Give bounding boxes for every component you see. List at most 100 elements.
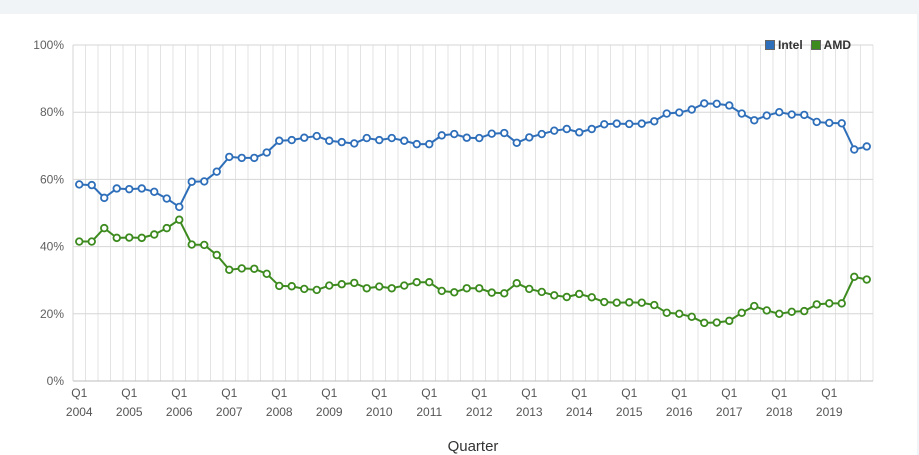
data-point-intel[interactable] — [412, 139, 421, 149]
data-point-amd[interactable] — [775, 309, 784, 318]
legend-item-intel[interactable]: Intel — [765, 38, 803, 52]
data-point-amd[interactable] — [562, 292, 571, 302]
data-point-intel[interactable] — [225, 152, 234, 162]
data-point-amd[interactable] — [100, 223, 109, 233]
data-point-intel[interactable] — [800, 110, 809, 120]
data-point-intel[interactable] — [200, 177, 209, 186]
data-point-intel[interactable] — [137, 184, 146, 193]
data-point-intel[interactable] — [750, 116, 759, 125]
data-point-intel[interactable] — [475, 133, 484, 143]
data-point-intel[interactable] — [425, 139, 434, 149]
data-point-intel[interactable] — [487, 129, 496, 138]
data-point-intel[interactable] — [862, 142, 871, 151]
data-point-intel[interactable] — [712, 99, 721, 108]
data-point-intel[interactable] — [537, 129, 546, 139]
data-point-amd[interactable] — [212, 250, 221, 260]
data-point-intel[interactable] — [587, 124, 596, 134]
data-point-amd[interactable] — [612, 298, 621, 307]
data-point-amd[interactable] — [687, 312, 696, 322]
data-point-amd[interactable] — [750, 301, 759, 311]
data-point-amd[interactable] — [225, 265, 234, 274]
data-point-intel[interactable] — [675, 108, 684, 117]
data-point-intel[interactable] — [687, 105, 696, 114]
data-point-amd[interactable] — [550, 291, 559, 300]
data-point-amd[interactable] — [162, 223, 171, 233]
data-point-intel[interactable] — [700, 99, 709, 108]
data-point-intel[interactable] — [187, 177, 196, 186]
data-point-intel[interactable] — [637, 119, 646, 128]
data-point-intel[interactable] — [87, 180, 96, 190]
data-point-amd[interactable] — [450, 288, 459, 297]
data-point-amd[interactable] — [637, 298, 646, 307]
data-point-amd[interactable] — [850, 272, 859, 282]
data-point-amd[interactable] — [337, 280, 346, 289]
data-point-intel[interactable] — [300, 133, 309, 142]
data-point-amd[interactable] — [475, 284, 484, 293]
data-point-intel[interactable] — [287, 135, 296, 145]
data-point-amd[interactable] — [825, 299, 834, 308]
data-point-intel[interactable] — [625, 119, 634, 129]
data-point-intel[interactable] — [812, 117, 821, 127]
data-point-amd[interactable] — [87, 237, 96, 246]
data-point-intel[interactable] — [762, 111, 771, 120]
data-point-amd[interactable] — [500, 289, 509, 298]
data-point-intel[interactable] — [462, 133, 471, 142]
data-point-amd[interactable] — [512, 279, 521, 288]
data-point-intel[interactable] — [312, 131, 321, 141]
data-point-amd[interactable] — [275, 281, 284, 291]
data-point-amd[interactable] — [575, 289, 584, 299]
data-point-amd[interactable] — [712, 318, 721, 327]
data-point-intel[interactable] — [437, 131, 446, 140]
data-point-intel[interactable] — [337, 137, 346, 147]
data-point-intel[interactable] — [500, 128, 509, 138]
data-point-intel[interactable] — [837, 119, 846, 128]
data-point-amd[interactable] — [812, 300, 821, 309]
data-point-amd[interactable] — [375, 282, 384, 291]
data-point-amd[interactable] — [125, 233, 134, 242]
data-point-intel[interactable] — [575, 128, 584, 137]
data-point-intel[interactable] — [550, 126, 559, 135]
data-point-amd[interactable] — [737, 308, 746, 317]
data-point-intel[interactable] — [400, 136, 409, 145]
data-point-amd[interactable] — [175, 215, 184, 224]
data-point-amd[interactable] — [725, 316, 734, 326]
data-point-intel[interactable] — [162, 194, 171, 203]
data-point-amd[interactable] — [187, 240, 196, 249]
data-point-amd[interactable] — [300, 284, 309, 294]
data-point-intel[interactable] — [362, 133, 371, 143]
data-point-intel[interactable] — [775, 107, 784, 117]
data-point-intel[interactable] — [112, 184, 121, 193]
data-point-intel[interactable] — [125, 184, 134, 194]
data-point-amd[interactable] — [525, 284, 534, 294]
data-point-amd[interactable] — [287, 282, 296, 291]
data-point-amd[interactable] — [200, 240, 209, 250]
data-point-amd[interactable] — [150, 230, 159, 239]
data-point-intel[interactable] — [525, 133, 534, 142]
data-point-intel[interactable] — [562, 124, 571, 134]
data-point-intel[interactable] — [512, 138, 521, 147]
data-point-amd[interactable] — [362, 284, 371, 293]
data-point-intel[interactable] — [237, 153, 246, 163]
data-point-intel[interactable] — [850, 145, 859, 154]
data-point-intel[interactable] — [612, 119, 621, 128]
data-point-intel[interactable] — [787, 110, 796, 119]
data-point-amd[interactable] — [350, 278, 359, 288]
data-point-intel[interactable] — [100, 193, 109, 203]
data-point-intel[interactable] — [275, 136, 284, 145]
data-point-amd[interactable] — [312, 285, 321, 295]
data-point-intel[interactable] — [725, 101, 734, 110]
data-point-amd[interactable] — [700, 318, 709, 328]
data-point-amd[interactable] — [837, 299, 846, 308]
data-point-amd[interactable] — [762, 306, 771, 315]
data-point-intel[interactable] — [262, 148, 271, 157]
data-point-amd[interactable] — [425, 278, 434, 287]
data-point-amd[interactable] — [112, 233, 121, 243]
data-point-intel[interactable] — [150, 187, 159, 197]
data-point-amd[interactable] — [250, 264, 259, 273]
data-point-intel[interactable] — [650, 117, 659, 126]
data-point-amd[interactable] — [800, 306, 809, 316]
data-point-amd[interactable] — [400, 281, 409, 290]
data-point-amd[interactable] — [262, 269, 271, 279]
data-point-amd[interactable] — [662, 308, 671, 317]
data-point-intel[interactable] — [450, 129, 459, 139]
